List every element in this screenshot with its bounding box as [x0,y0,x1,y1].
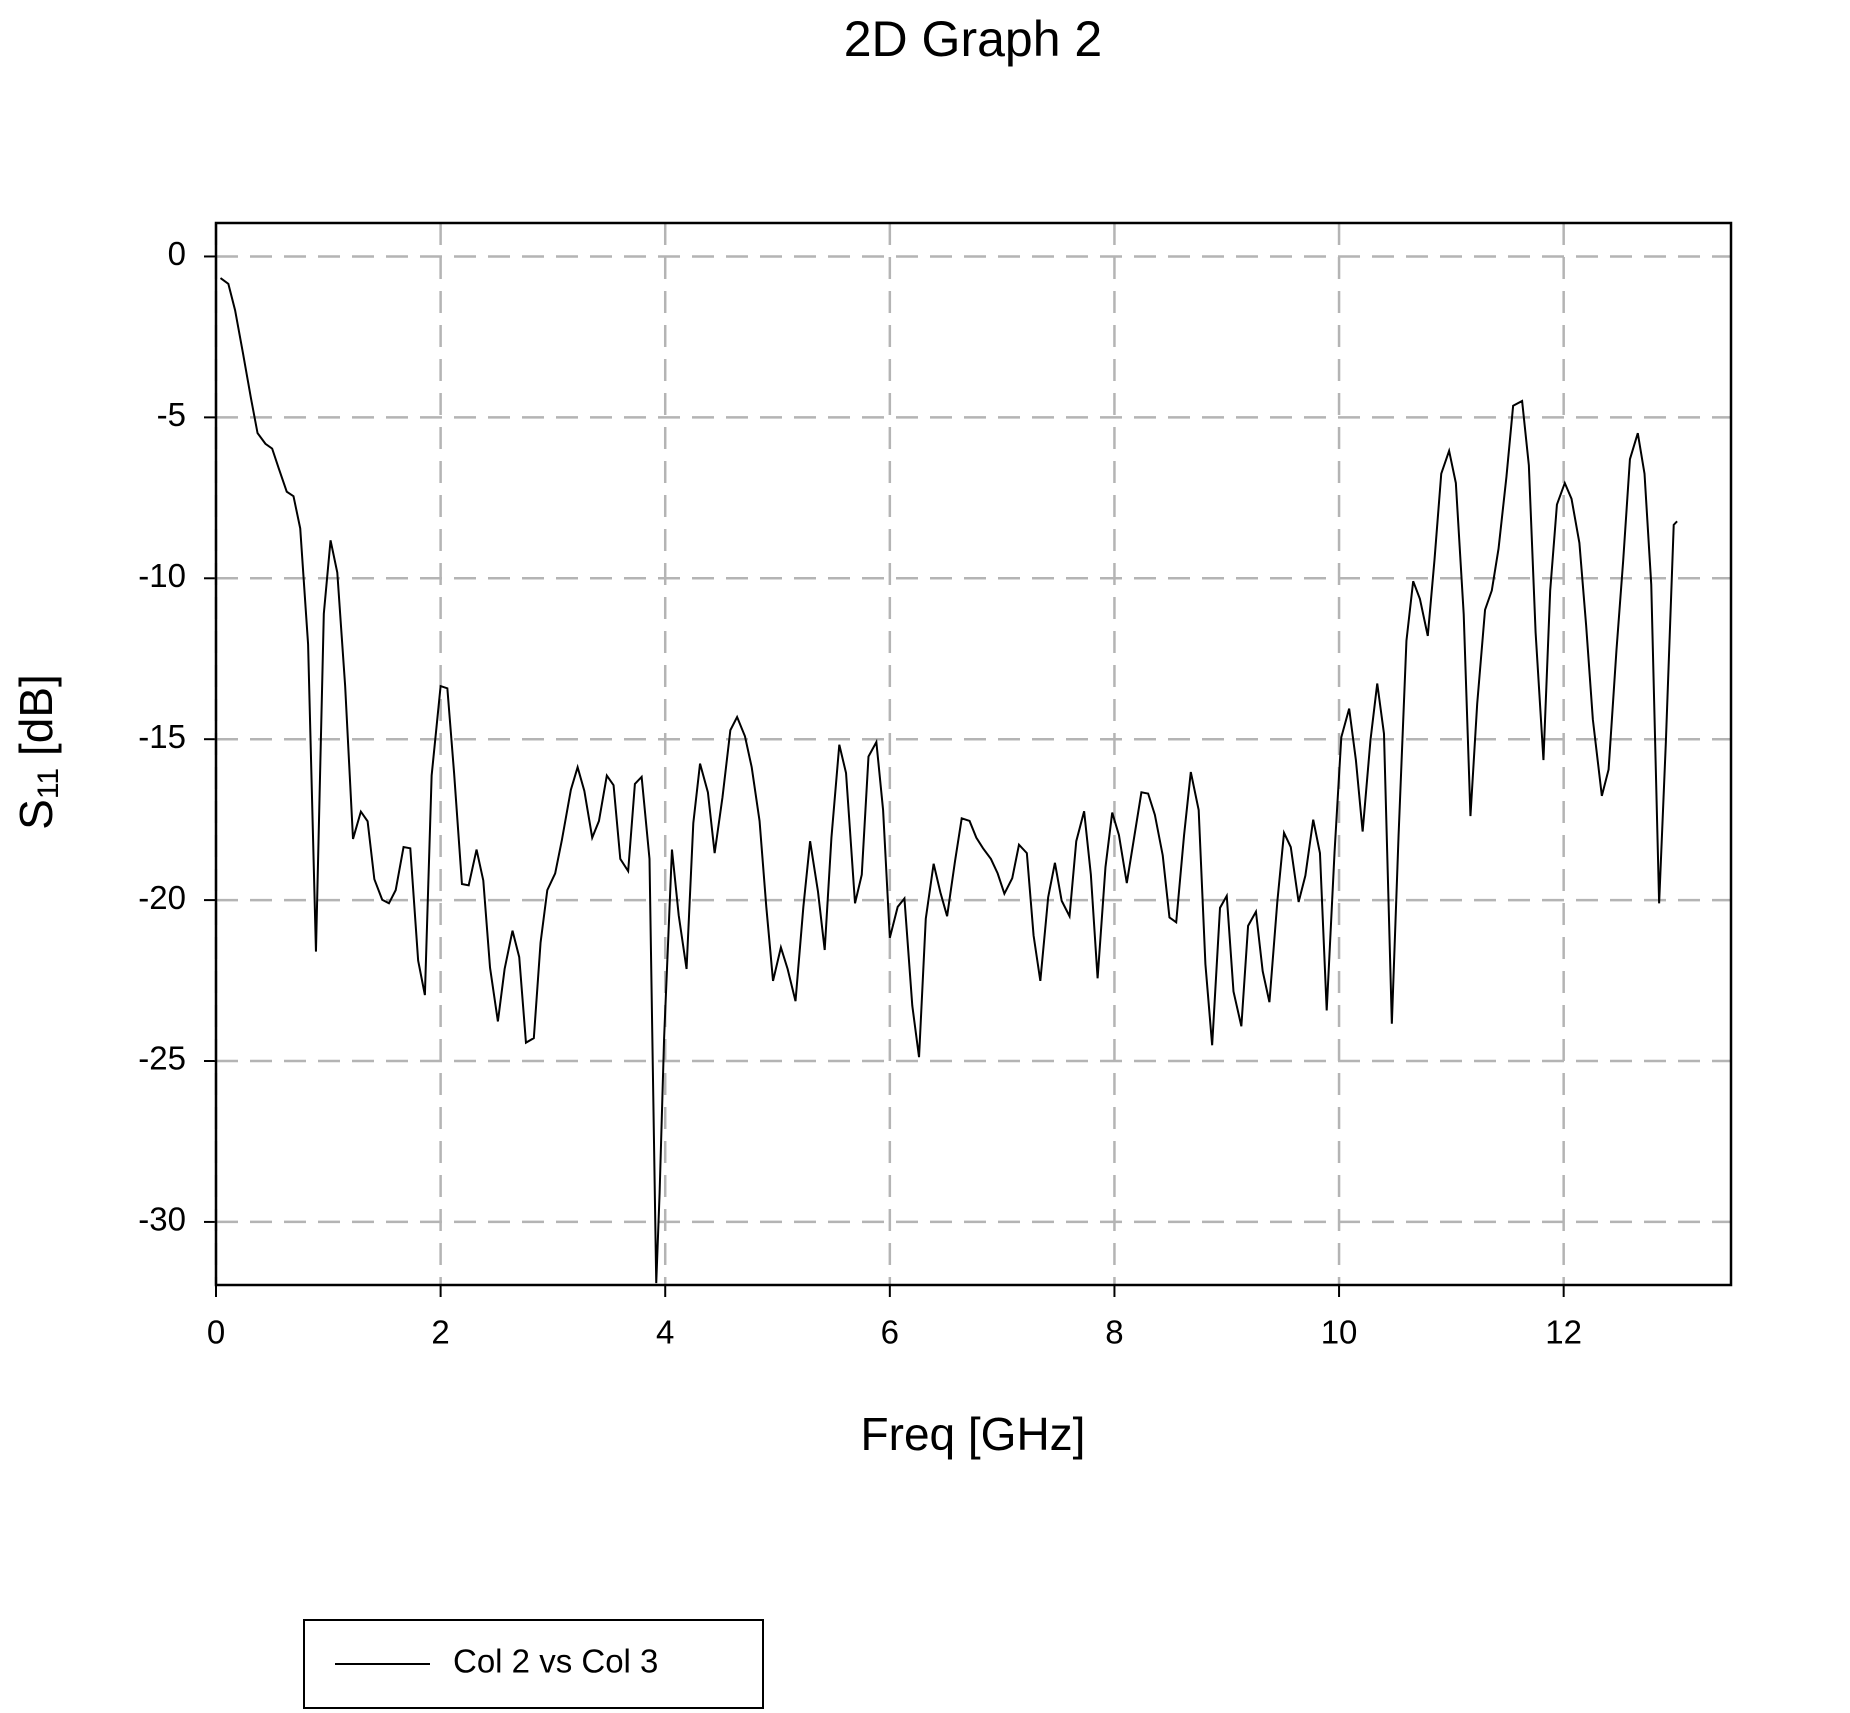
y-tick-label: -30 [138,1201,186,1238]
y-tick-label: -5 [157,396,186,433]
x-tick-label: 4 [656,1314,674,1351]
x-tick-label: 2 [431,1314,449,1351]
x-tick-label: 12 [1545,1314,1582,1351]
x-tick-label: 0 [207,1314,225,1351]
legend-label: Col 2 vs Col 3 [453,1643,658,1680]
y-tick-label: -10 [138,557,186,594]
plot-frame [214,221,1733,1287]
x-axis-label: Freq [GHz] [861,1408,1086,1460]
x-tick-label: 10 [1321,1314,1358,1351]
y-tick-label: -20 [138,879,186,916]
data-line [219,277,1678,1284]
y-label-subscript: 11 [32,768,65,799]
y-tick-label: 0 [168,235,186,272]
y-tick-label: -25 [138,1040,186,1077]
y-axis-label: S11 [dB] [10,674,65,830]
y-tick-label: -15 [138,718,186,755]
chart-title: 2D Graph 2 [844,11,1102,67]
x-tick-label: 6 [881,1314,899,1351]
y-label-unit: [dB] [10,674,62,756]
y-label-symbol: S [10,799,62,830]
x-tick-label: 8 [1105,1314,1123,1351]
